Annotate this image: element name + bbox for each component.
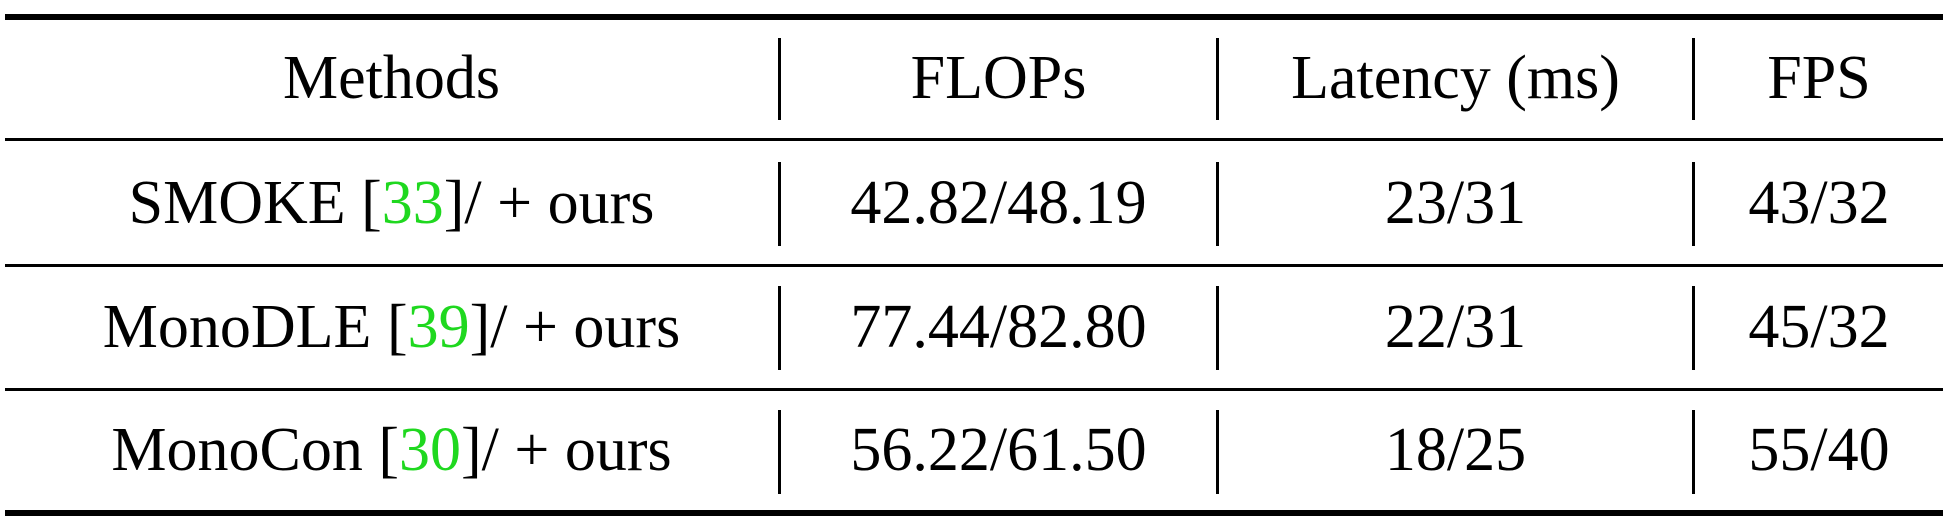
header-latency: Latency (ms) — [1291, 44, 1620, 112]
row-rule — [5, 264, 1943, 267]
header-fps: FPS — [1767, 44, 1871, 112]
column-separator — [1692, 410, 1695, 494]
column-separator — [778, 38, 781, 120]
table-row-method: SMOKE [33]/ + ours — [128, 169, 655, 237]
header-rule — [5, 138, 1943, 141]
column-separator — [1692, 162, 1695, 246]
method-suffix: ]/ + ours — [469, 293, 681, 361]
method-name: MonoDLE — [102, 293, 372, 361]
row-rule — [5, 388, 1943, 391]
header-flops: FLOPs — [910, 44, 1087, 112]
method-name: MonoCon — [111, 416, 363, 484]
method-suffix: ]/ + ours — [461, 416, 672, 484]
table-row-flops: 77.44/82.80 — [850, 293, 1147, 361]
column-separator — [1216, 286, 1219, 370]
column-separator — [1216, 410, 1219, 494]
table-row-latency: 18/25 — [1384, 416, 1527, 484]
table-row-flops: 56.22/61.50 — [850, 416, 1147, 484]
column-separator — [778, 286, 781, 370]
column-separator — [778, 162, 781, 246]
method-suffix: ]/ + ours — [443, 169, 655, 237]
column-separator — [1216, 162, 1219, 246]
table-row-method: MonoCon [30]/ + ours — [111, 416, 672, 484]
table-row-fps: 55/40 — [1748, 416, 1890, 484]
citation-link[interactable]: 39 — [407, 293, 470, 361]
citation-link[interactable]: 33 — [381, 169, 444, 237]
citation-link[interactable]: 30 — [399, 416, 461, 484]
table-row-fps: 45/32 — [1748, 293, 1890, 361]
bottom-rule — [5, 510, 1943, 516]
column-separator — [1692, 38, 1695, 120]
method-name: SMOKE — [128, 169, 346, 237]
header-methods: Methods — [283, 44, 500, 112]
table-row-method: MonoDLE [39]/ + ours — [102, 293, 681, 361]
table-row-latency: 23/31 — [1384, 169, 1527, 237]
column-separator — [778, 410, 781, 494]
table-row-fps: 43/32 — [1748, 169, 1890, 237]
table-row-flops: 42.82/48.19 — [850, 169, 1147, 237]
top-rule — [5, 14, 1943, 20]
table-row-latency: 22/31 — [1384, 293, 1527, 361]
column-separator — [1692, 286, 1695, 370]
column-separator — [1216, 38, 1219, 120]
